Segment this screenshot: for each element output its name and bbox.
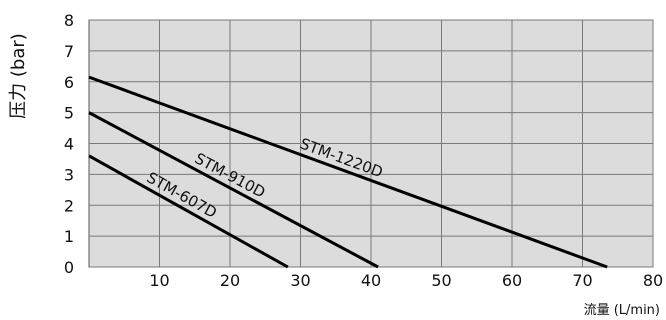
y-tick-label: 5 [64,104,74,123]
y-tick-label: 2 [64,196,74,215]
tick-labels: 0 1 2 3 4 5 6 7 8 10 20 30 40 50 60 70 80 [64,11,663,290]
series-lines [88,75,608,269]
y-tick-label: 7 [64,42,74,61]
y-tick-label: 3 [64,165,74,184]
series-line [88,111,379,269]
y-tick-label: 4 [64,135,74,154]
y-axis-title: 压力 (bar) [8,33,29,119]
x-tick-label: 20 [220,271,240,290]
y-tick-label: 6 [64,73,74,92]
series-line [88,75,608,269]
y-tick-label: 8 [64,11,74,30]
y-tick-label: 1 [64,227,74,246]
x-axis-title: 流量 (L/min) [584,303,660,318]
x-tick-label: 40 [361,271,381,290]
series-line [88,154,289,269]
x-tick-label: 70 [572,271,592,290]
y-tick-label: 0 [64,258,74,277]
x-tick-label: 50 [431,271,451,290]
x-tick-label: 60 [502,271,522,290]
x-tick-label: 30 [290,271,310,290]
x-tick-label: 80 [643,271,663,290]
x-tick-label: 10 [149,271,169,290]
